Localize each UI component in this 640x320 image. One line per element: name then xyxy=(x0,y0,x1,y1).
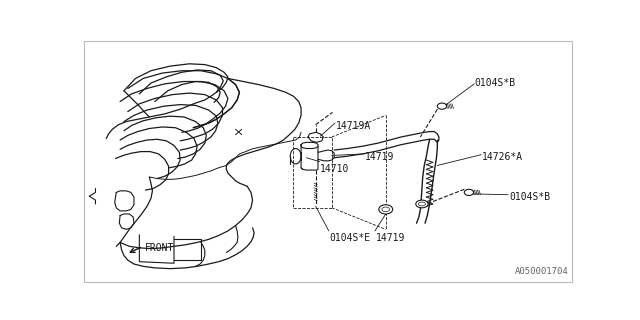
Text: 14719: 14719 xyxy=(365,152,394,162)
Ellipse shape xyxy=(416,200,428,208)
Text: 0104S*B: 0104S*B xyxy=(474,78,515,88)
Text: A050001704: A050001704 xyxy=(515,267,568,276)
Text: 0104S*E: 0104S*E xyxy=(330,233,371,243)
Text: 14719A: 14719A xyxy=(336,121,371,131)
Ellipse shape xyxy=(379,205,393,214)
Text: 14710: 14710 xyxy=(320,164,349,174)
Ellipse shape xyxy=(437,103,447,109)
Ellipse shape xyxy=(464,189,474,196)
Text: 14726*A: 14726*A xyxy=(482,152,523,162)
Text: 0104S*B: 0104S*B xyxy=(509,192,550,203)
Ellipse shape xyxy=(291,148,301,164)
Text: FRONT: FRONT xyxy=(145,243,174,253)
Ellipse shape xyxy=(419,202,426,206)
Ellipse shape xyxy=(382,207,390,212)
Text: 14719: 14719 xyxy=(376,233,405,243)
